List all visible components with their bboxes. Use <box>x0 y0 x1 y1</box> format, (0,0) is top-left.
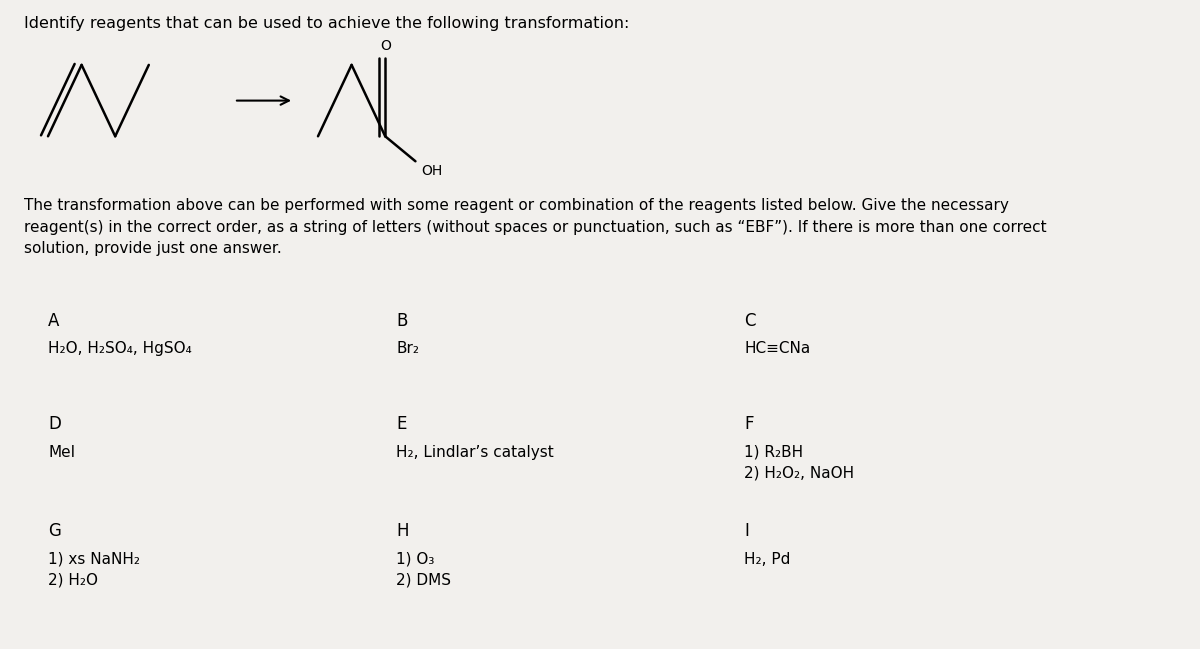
Text: 1) R₂BH
2) H₂O₂, NaOH: 1) R₂BH 2) H₂O₂, NaOH <box>744 445 854 480</box>
Text: F: F <box>744 415 754 434</box>
Text: Br₂: Br₂ <box>396 341 419 356</box>
Text: I: I <box>744 522 749 541</box>
Text: O: O <box>379 38 391 53</box>
Text: 1) xs NaNH₂
2) H₂O: 1) xs NaNH₂ 2) H₂O <box>48 552 140 587</box>
Text: H: H <box>396 522 408 541</box>
Text: Identify reagents that can be used to achieve the following transformation:: Identify reagents that can be used to ac… <box>24 16 629 31</box>
Text: OH: OH <box>421 164 443 178</box>
Text: D: D <box>48 415 61 434</box>
Text: 1) O₃
2) DMS: 1) O₃ 2) DMS <box>396 552 451 587</box>
Text: H₂O, H₂SO₄, HgSO₄: H₂O, H₂SO₄, HgSO₄ <box>48 341 192 356</box>
Text: The transformation above can be performed with some reagent or combination of th: The transformation above can be performe… <box>24 198 1046 256</box>
Text: G: G <box>48 522 61 541</box>
Text: H₂, Pd: H₂, Pd <box>744 552 791 567</box>
Text: MeI: MeI <box>48 445 76 459</box>
Text: H₂, Lindlar’s catalyst: H₂, Lindlar’s catalyst <box>396 445 553 459</box>
Text: B: B <box>396 312 407 330</box>
Text: A: A <box>48 312 59 330</box>
Text: C: C <box>744 312 756 330</box>
Text: E: E <box>396 415 407 434</box>
Text: HC≡CNa: HC≡CNa <box>744 341 810 356</box>
